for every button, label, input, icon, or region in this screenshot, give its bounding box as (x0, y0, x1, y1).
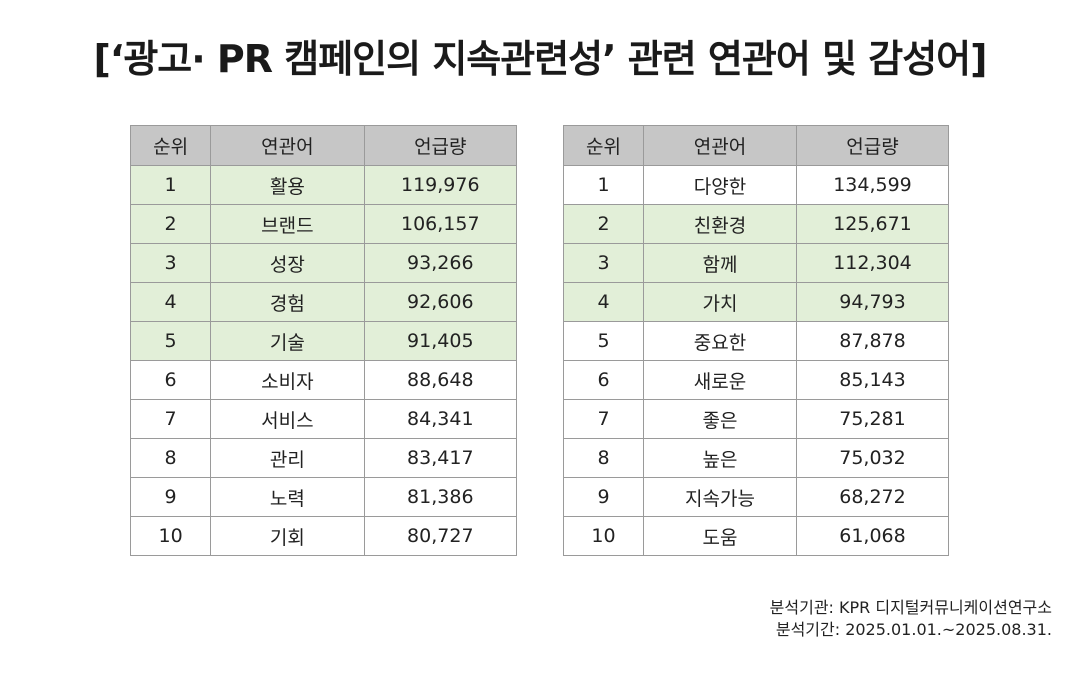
table-row: 4 경험 92,606 (129, 282, 518, 322)
rank-cell: 6 (563, 360, 644, 400)
rank-cell: 6 (129, 360, 212, 400)
related-keywords-table: 순위 연관어 언급량 1 활용 119,976 2 브랜드 106,157 3 성장 93,26… (129, 125, 518, 556)
mentions-cell: 87,878 (796, 321, 949, 361)
rank-cell: 9 (563, 477, 644, 517)
table-row: 7 좋은 75,281 (563, 399, 949, 439)
rank-cell: 4 (563, 282, 644, 322)
rank-cell: 4 (129, 282, 212, 322)
keyword-cell: 관리 (210, 438, 365, 478)
rank-cell: 8 (563, 438, 644, 478)
rank-cell: 3 (563, 243, 644, 283)
mentions-cell: 83,417 (363, 438, 518, 478)
analysis-institution: 분석기관: KPR 디지털커뮤니케이션연구소 (769, 598, 1052, 617)
mentions-cell: 68,272 (796, 477, 949, 517)
table-row: 7 서비스 84,341 (129, 399, 518, 439)
rank-cell: 2 (563, 204, 644, 244)
keyword-cell: 기술 (210, 321, 365, 361)
mentions-cell: 75,032 (796, 438, 949, 478)
table-row: 9 지속가능 68,272 (563, 477, 949, 517)
rank-header: 순위 (129, 125, 212, 166)
mentions-cell: 84,341 (363, 399, 518, 439)
rank-cell: 2 (129, 204, 212, 244)
table-row: 8 관리 83,417 (129, 438, 518, 478)
table-row: 6 새로운 85,143 (563, 360, 949, 400)
rank-cell: 8 (129, 438, 212, 478)
keyword-cell: 도움 (643, 516, 797, 556)
sentiment-keywords-table: 순위 연관어 언급량 1 다양한 134,599 2 친환경 125,671 3 함께 112,… (563, 125, 949, 556)
rank-cell: 7 (563, 399, 644, 439)
keyword-cell: 활용 (210, 165, 365, 205)
rank-cell: 5 (563, 321, 644, 361)
rank-cell: 3 (129, 243, 212, 283)
page-title: [‘광고· PR 캠페인의 지속관련성’ 관련 연관어 및 감성어] (93, 37, 988, 81)
rank-cell: 10 (129, 516, 212, 556)
keyword-cell: 서비스 (210, 399, 365, 439)
analysis-period: 분석기간: 2025.01.01.~2025.08.31. (775, 620, 1052, 639)
mentions-cell: 92,606 (363, 282, 518, 322)
keyword-cell: 다양한 (643, 165, 797, 205)
keyword-header: 연관어 (643, 125, 797, 166)
keyword-cell: 중요한 (643, 321, 797, 361)
mentions-header: 언급량 (796, 125, 949, 166)
keyword-header: 연관어 (210, 125, 365, 166)
mentions-cell: 85,143 (796, 360, 949, 400)
table-row: 8 높은 75,032 (563, 438, 949, 478)
keyword-cell: 성장 (210, 243, 365, 283)
table-row: 3 함께 112,304 (563, 243, 949, 283)
table-row: 4 가치 94,793 (563, 282, 949, 322)
keyword-cell: 노력 (210, 477, 365, 517)
rank-cell: 9 (129, 477, 212, 517)
table-row: 9 노력 81,386 (129, 477, 518, 517)
table-row: 1 활용 119,976 (129, 165, 518, 205)
keyword-cell: 경험 (210, 282, 365, 322)
mentions-header: 언급량 (363, 125, 518, 166)
table-row: 2 브랜드 106,157 (129, 204, 518, 244)
keyword-cell: 새로운 (643, 360, 797, 400)
mentions-cell: 112,304 (796, 243, 949, 283)
table-row: 3 성장 93,266 (129, 243, 518, 283)
keyword-cell: 소비자 (210, 360, 365, 400)
keyword-cell: 가치 (643, 282, 797, 322)
mentions-cell: 61,068 (796, 516, 949, 556)
rank-cell: 5 (129, 321, 212, 361)
keyword-cell: 지속가능 (643, 477, 797, 517)
keyword-cell: 함께 (643, 243, 797, 283)
rank-cell: 7 (129, 399, 212, 439)
mentions-cell: 81,386 (363, 477, 518, 517)
rank-cell: 1 (129, 165, 212, 205)
mentions-cell: 119,976 (363, 165, 518, 205)
mentions-cell: 75,281 (796, 399, 949, 439)
keyword-cell: 기회 (210, 516, 365, 556)
table-row: 5 중요한 87,878 (563, 321, 949, 361)
table-header-row: 순위 연관어 언급량 (563, 125, 949, 166)
mentions-cell: 106,157 (363, 204, 518, 244)
keyword-cell: 높은 (643, 438, 797, 478)
keyword-cell: 친환경 (643, 204, 797, 244)
table-row: 10 기회 80,727 (129, 516, 518, 556)
keyword-cell: 좋은 (643, 399, 797, 439)
table-row: 1 다양한 134,599 (563, 165, 949, 205)
table-header-row: 순위 연관어 언급량 (129, 125, 518, 166)
mentions-cell: 134,599 (796, 165, 949, 205)
source-note: 분석기관: KPR 디지털커뮤니케이션연구소 분석기간: 2025.01.01.… (770, 597, 1052, 641)
rank-cell: 10 (563, 516, 644, 556)
table-row: 10 도움 61,068 (563, 516, 949, 556)
rank-cell: 1 (563, 165, 644, 205)
rank-header: 순위 (563, 125, 644, 166)
mentions-cell: 93,266 (363, 243, 518, 283)
table-row: 6 소비자 88,648 (129, 360, 518, 400)
mentions-cell: 125,671 (796, 204, 949, 244)
keyword-cell: 브랜드 (210, 204, 365, 244)
mentions-cell: 88,648 (363, 360, 518, 400)
mentions-cell: 91,405 (363, 321, 518, 361)
table-row: 2 친환경 125,671 (563, 204, 949, 244)
table-row: 5 기술 91,405 (129, 321, 518, 361)
mentions-cell: 80,727 (363, 516, 518, 556)
mentions-cell: 94,793 (796, 282, 949, 322)
